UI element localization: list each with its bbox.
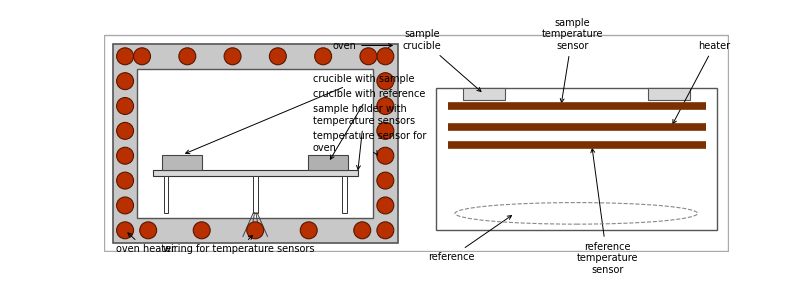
Circle shape <box>359 48 376 65</box>
Bar <box>252 176 257 213</box>
Text: heater: heater <box>672 41 729 124</box>
Text: wiring for temperature sensors: wiring for temperature sensors <box>163 235 314 254</box>
Circle shape <box>354 222 371 239</box>
Bar <box>462 88 505 100</box>
Circle shape <box>117 172 133 189</box>
Circle shape <box>178 48 195 65</box>
Text: temperature sensor for
oven: temperature sensor for oven <box>312 131 426 155</box>
Bar <box>162 155 202 170</box>
Circle shape <box>117 222 133 239</box>
Circle shape <box>300 222 317 239</box>
Circle shape <box>224 48 241 65</box>
Circle shape <box>117 197 133 214</box>
Text: crucible with sample: crucible with sample <box>186 74 414 154</box>
Circle shape <box>133 48 150 65</box>
Circle shape <box>376 197 393 214</box>
Bar <box>647 88 689 100</box>
Text: reference
temperature
sensor: reference temperature sensor <box>576 149 637 275</box>
Circle shape <box>193 222 210 239</box>
Text: sample holder with
temperature sensors: sample holder with temperature sensors <box>312 104 414 170</box>
Text: oven: oven <box>332 40 392 50</box>
Circle shape <box>376 172 393 189</box>
Circle shape <box>315 48 331 65</box>
Text: reference: reference <box>427 216 511 262</box>
Bar <box>152 170 357 176</box>
Text: sample
crucible: sample crucible <box>402 29 480 91</box>
Circle shape <box>376 73 393 90</box>
Circle shape <box>117 98 133 115</box>
Circle shape <box>139 222 157 239</box>
Bar <box>113 44 397 243</box>
Bar <box>436 88 716 230</box>
Circle shape <box>376 222 393 239</box>
Circle shape <box>247 222 264 239</box>
Bar <box>163 176 168 213</box>
Text: oven heater: oven heater <box>116 233 174 254</box>
Bar <box>137 68 372 218</box>
Circle shape <box>117 123 133 139</box>
Circle shape <box>376 48 393 65</box>
Text: sample
temperature
sensor: sample temperature sensor <box>541 18 603 102</box>
Text: crucible with reference: crucible with reference <box>312 89 425 159</box>
Circle shape <box>376 123 393 139</box>
Circle shape <box>376 98 393 115</box>
Circle shape <box>376 147 393 164</box>
Circle shape <box>117 147 133 164</box>
Circle shape <box>117 73 133 90</box>
Circle shape <box>269 48 286 65</box>
Bar <box>308 155 348 170</box>
Circle shape <box>117 48 133 65</box>
Bar <box>341 176 346 213</box>
